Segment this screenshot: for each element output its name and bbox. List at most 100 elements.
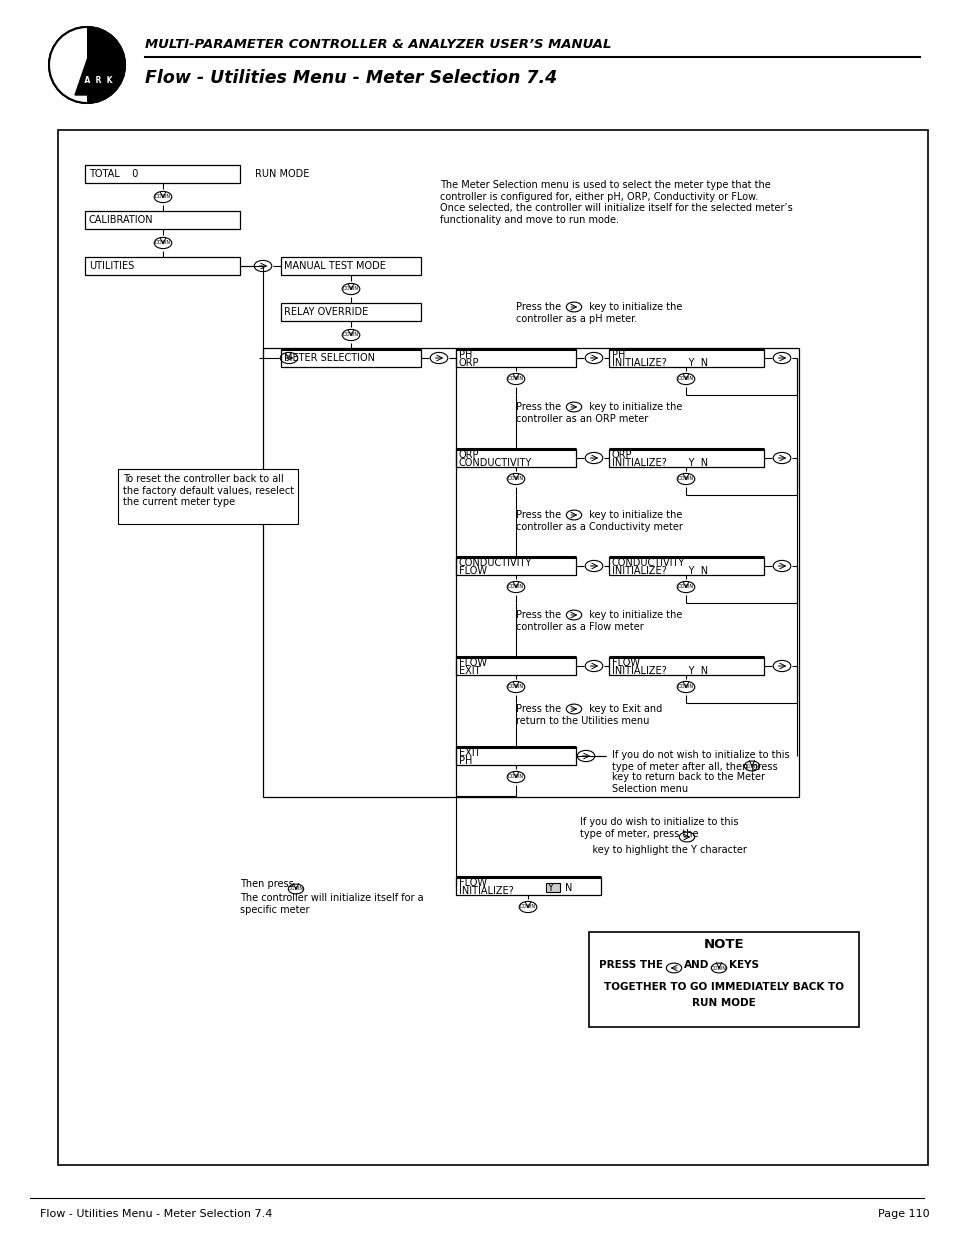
Text: If you do wish to initialize to this
type of meter, press the: If you do wish to initialize to this typ…: [579, 818, 738, 839]
Text: UTILITIES: UTILITIES: [89, 261, 134, 270]
Text: RELAY OVERRIDE: RELAY OVERRIDE: [284, 308, 368, 317]
Bar: [456, 350, 576, 367]
Bar: [85, 165, 240, 183]
Text: key to initialize the: key to initialize the: [582, 510, 681, 520]
Text: The Meter Selection menu is used to select the meter type that the
controller is: The Meter Selection menu is used to sele…: [439, 180, 792, 225]
Text: PH: PH: [458, 350, 472, 359]
Text: key to initialize the: key to initialize the: [582, 403, 681, 412]
Text: controller as a pH meter.: controller as a pH meter.: [516, 314, 637, 324]
Text: ORP: ORP: [458, 358, 479, 368]
Bar: [608, 557, 763, 576]
Bar: [608, 657, 763, 676]
Text: TOGETHER TO GO IMMEDIATELY BACK TO: TOGETHER TO GO IMMEDIATELY BACK TO: [603, 982, 843, 992]
Text: DOWN: DOWN: [678, 684, 694, 689]
Bar: [281, 257, 420, 275]
Text: CONDUCTIVITY: CONDUCTIVITY: [458, 558, 532, 568]
Text: FLOW: FLOW: [458, 658, 486, 668]
Text: FLOW: FLOW: [458, 878, 486, 888]
Text: INITIALIZE?       Y  N: INITIALIZE? Y N: [612, 566, 707, 576]
Text: DOWN: DOWN: [678, 584, 694, 589]
Wedge shape: [87, 27, 125, 103]
Text: key to initialize the: key to initialize the: [582, 303, 681, 312]
Text: RUN MODE: RUN MODE: [691, 998, 755, 1008]
Text: Page 110: Page 110: [877, 1209, 928, 1219]
Polygon shape: [75, 37, 109, 95]
Text: Flow - Utilities Menu - Meter Selection 7.4: Flow - Utilities Menu - Meter Selection …: [40, 1209, 273, 1219]
Bar: [85, 211, 240, 228]
Text: The controller will initialize itself for a
specific meter: The controller will initialize itself fo…: [240, 893, 423, 915]
Bar: [608, 450, 763, 467]
Text: Press the: Press the: [516, 303, 560, 312]
Text: MULTI-PARAMETER CONTROLLER & ANALYZER USER’S MANUAL: MULTI-PARAMETER CONTROLLER & ANALYZER US…: [145, 38, 611, 52]
Text: S  H  A  R  K: S H A R K: [62, 77, 112, 85]
Bar: [281, 303, 420, 321]
Bar: [118, 469, 297, 524]
Bar: [456, 557, 576, 576]
Text: DOWN: DOWN: [743, 763, 760, 768]
Text: key to initialize the: key to initialize the: [582, 610, 681, 620]
Text: CALIBRATION: CALIBRATION: [89, 215, 153, 225]
Text: CONDUCTIVITY: CONDUCTIVITY: [458, 458, 532, 468]
Bar: [588, 932, 858, 1028]
Text: DOWN: DOWN: [678, 377, 694, 382]
Text: PH: PH: [458, 756, 472, 766]
Text: Press the: Press the: [516, 403, 560, 412]
Text: AND: AND: [683, 960, 709, 969]
Text: controller as a Flow meter: controller as a Flow meter: [516, 622, 643, 632]
Text: key to highlight the Y character: key to highlight the Y character: [579, 845, 746, 855]
Text: DOWN: DOWN: [507, 477, 523, 482]
Text: DOWN: DOWN: [507, 774, 523, 779]
Text: key to return back to the Meter
Selection menu: key to return back to the Meter Selectio…: [612, 772, 764, 794]
Bar: [281, 350, 420, 367]
Text: INITIALIZE?       Y  N: INITIALIZE? Y N: [612, 666, 707, 676]
Text: TOTAL    0: TOTAL 0: [89, 169, 138, 179]
Text: DOWN: DOWN: [507, 684, 523, 689]
Text: FLOW: FLOW: [458, 566, 486, 576]
Bar: [456, 450, 576, 467]
Text: DOWN: DOWN: [154, 241, 171, 246]
Text: ORP: ORP: [458, 450, 479, 459]
Bar: [545, 883, 559, 892]
Text: If you do not wish to initialize to this
type of meter after all, then press: If you do not wish to initialize to this…: [612, 750, 789, 772]
Text: controller as a Conductivity meter: controller as a Conductivity meter: [516, 522, 682, 532]
Bar: [58, 130, 927, 1165]
Text: To reset the controller back to all
the factory default values, reselect
the cur: To reset the controller back to all the …: [123, 474, 294, 508]
Text: Then press: Then press: [240, 879, 294, 889]
Text: RUN MODE: RUN MODE: [254, 169, 309, 179]
Text: INITIALIZE?: INITIALIZE?: [458, 885, 514, 897]
Text: NOTE: NOTE: [703, 939, 743, 951]
Text: CONDUCTIVITY: CONDUCTIVITY: [612, 558, 684, 568]
Text: FLOW: FLOW: [612, 658, 639, 668]
Text: EXIT: EXIT: [458, 666, 480, 676]
Text: METER SELECTION: METER SELECTION: [284, 353, 375, 363]
Text: PH: PH: [612, 350, 625, 359]
Bar: [456, 657, 576, 676]
Text: return to the Utilities menu: return to the Utilities menu: [516, 716, 649, 726]
Bar: [263, 348, 799, 797]
Text: key to Exit and: key to Exit and: [582, 704, 661, 714]
Wedge shape: [49, 27, 87, 103]
Text: DOWN: DOWN: [154, 194, 171, 200]
Text: DOWN: DOWN: [710, 966, 726, 971]
Text: PRESS THE: PRESS THE: [598, 960, 662, 969]
Text: DOWN: DOWN: [507, 377, 523, 382]
Text: Press the: Press the: [516, 704, 560, 714]
Text: ORP: ORP: [612, 450, 632, 459]
Text: INITIALIZE?       Y  N: INITIALIZE? Y N: [612, 358, 707, 368]
Text: controller as an ORP meter: controller as an ORP meter: [516, 414, 648, 424]
Bar: [456, 877, 600, 895]
Text: DOWN: DOWN: [342, 332, 358, 337]
Text: Y: Y: [546, 883, 553, 893]
Text: DOWN: DOWN: [678, 477, 694, 482]
Text: Press the: Press the: [516, 510, 560, 520]
Text: DOWN: DOWN: [342, 287, 358, 291]
Text: INITIALIZE?       Y  N: INITIALIZE? Y N: [612, 458, 707, 468]
Text: DOWN: DOWN: [519, 904, 536, 909]
Bar: [85, 257, 240, 275]
Text: DOWN: DOWN: [288, 887, 304, 892]
Text: EXIT: EXIT: [458, 748, 480, 758]
Bar: [456, 747, 576, 764]
Circle shape: [49, 27, 125, 103]
Text: Flow - Utilities Menu - Meter Selection 7.4: Flow - Utilities Menu - Meter Selection …: [145, 69, 557, 86]
Bar: [608, 350, 763, 367]
